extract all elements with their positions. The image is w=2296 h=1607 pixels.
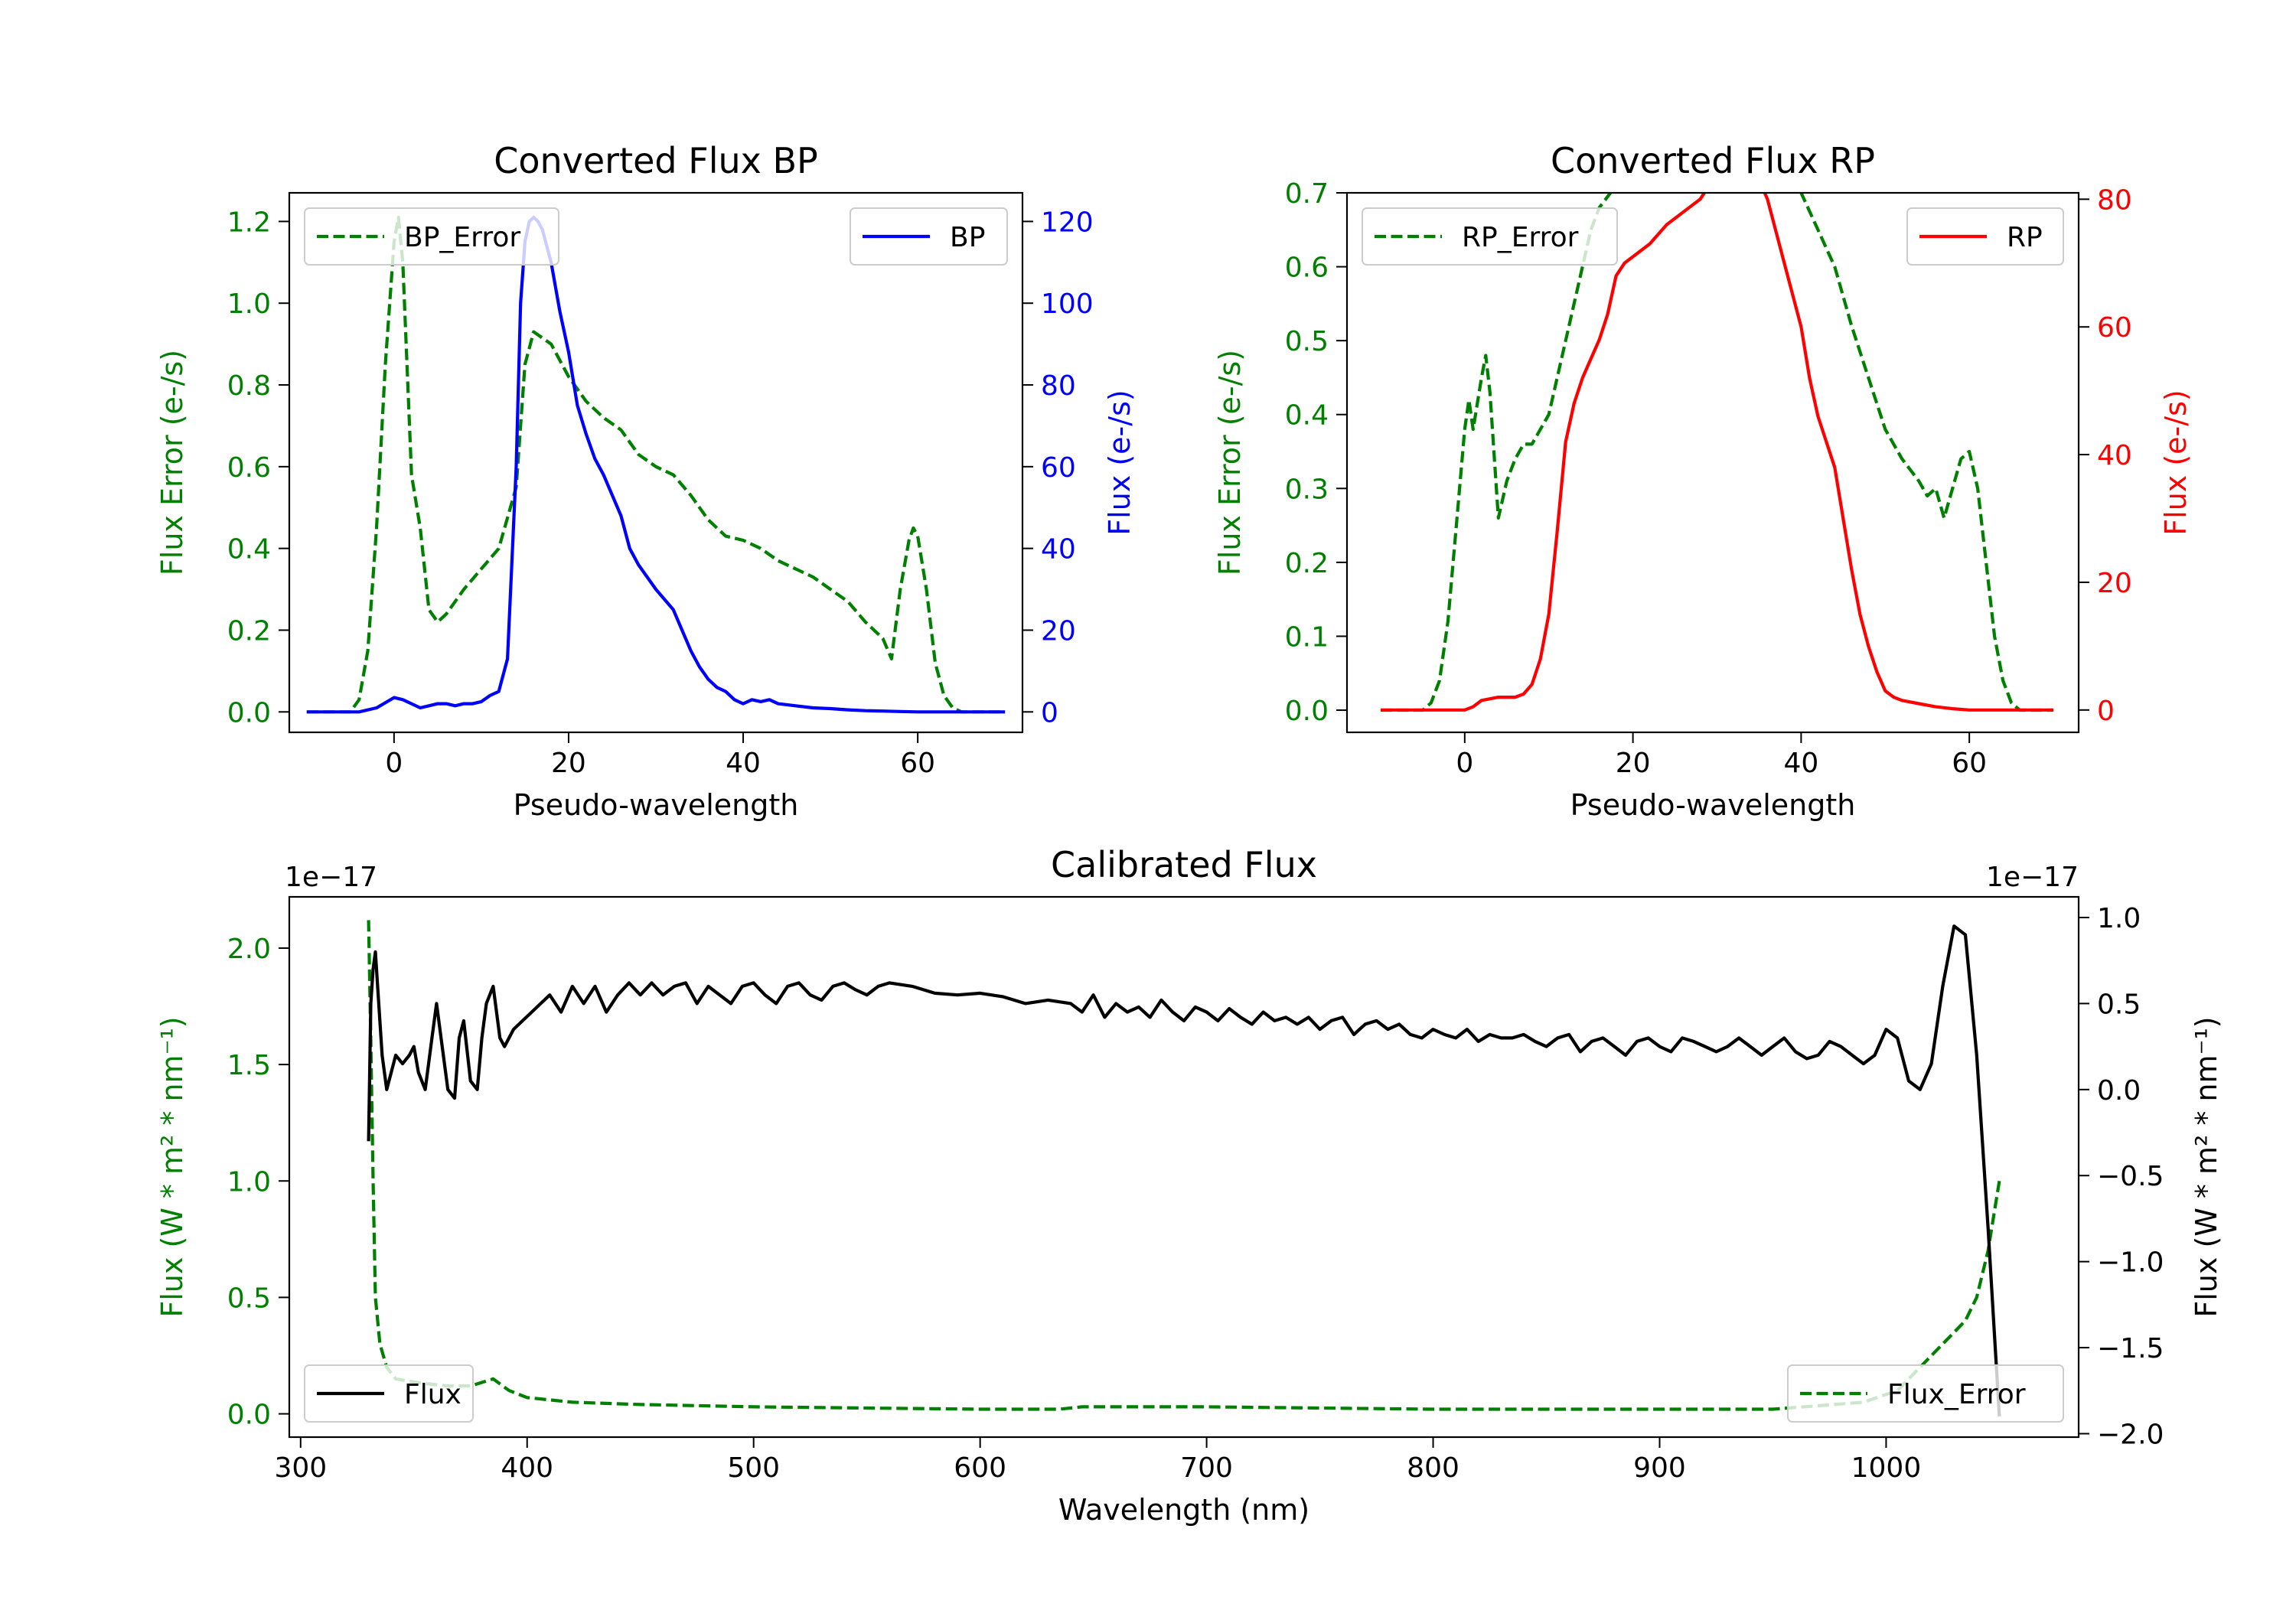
right-y-tick-label: 60 [2097,312,2132,344]
left-y-tick-label: 0.8 [227,370,271,402]
series-line-rp [1381,193,2053,712]
series-line-flux [367,924,2001,1417]
plot-frame [288,191,1024,734]
legend-flux-error: Flux_Error [1787,1364,2064,1423]
legend-bp-error: BP_Error [304,207,559,266]
right-y-tick-label: 120 [1041,207,1094,238]
left-y-tick-label: 0.6 [227,452,271,484]
right-y-tick-label: −1.0 [2097,1247,2164,1279]
x-tick-label: 20 [1616,748,1651,779]
x-tick-label: 400 [501,1452,553,1484]
legend-rp-error: RP_Error [1362,207,1618,266]
right-y-tick-label: 0 [1041,697,1058,729]
plot-title: Converted Flux RP [1551,140,1875,181]
legend-box [304,1364,474,1423]
left-y-tick-label: 0.0 [227,697,271,729]
left-y-tick-label: 0.3 [1285,474,1329,505]
x-tick-label: 1000 [1851,1452,1922,1484]
left-y-tick-label: 0.0 [1285,696,1329,727]
x-tick-label: 20 [551,748,586,779]
legend-label: Flux_Error [1887,1379,2026,1410]
left-y-tick-label: 0.4 [1285,400,1329,432]
x-tick-label: 60 [900,748,935,779]
legend-label: RP [2007,222,2043,253]
right-y-tick-label: 1.0 [2097,903,2141,934]
left-y-axis-label: Flux Error (e-/s) [1213,350,1247,575]
legend-label: BP_Error [404,222,520,253]
left-y-tick-label: 0.7 [1285,178,1329,210]
legend-box [304,207,559,266]
right-y-tick-label: 100 [1041,288,1094,320]
plot-title: Converted Flux BP [494,140,818,181]
legend-box [1362,207,1618,266]
rp-panel: 0 20 40 60 Pseudo-wavelength 0.0 0.1 0.2 0.3 0.4 0… [1213,140,2193,822]
left-offset-text: 1e−17 [285,862,377,893]
x-tick-label: 60 [1952,748,1987,779]
right-y-tick-label: 0.5 [2097,989,2141,1020]
left-y-tick-label: 0.4 [227,534,271,566]
right-y-tick-label: 80 [1041,370,1076,402]
series-line-bp-error [306,215,1006,714]
right-y-tick-label: −1.5 [2097,1333,2164,1364]
legend-box [1787,1364,2064,1423]
right-y-axis-label: Flux (e-/s) [1103,390,1137,535]
x-tick-label: 800 [1407,1452,1459,1484]
plot-frame [288,895,2080,1439]
left-y-tick-label: 0.6 [1285,253,1329,284]
legend-flux: Flux [304,1364,474,1423]
left-y-axis-label: Flux (W * m² * nm⁻¹) [155,1016,189,1317]
left-y-tick-label: 0.0 [227,1400,271,1431]
x-tick-label: 900 [1633,1452,1686,1484]
left-y-tick-label: 0.2 [1285,548,1329,579]
x-tick-label: 40 [1783,748,1818,779]
calibrated-panel: 300 400 500 600 700 800 900 1000 Wavelength (nm)… [155,844,2223,1527]
x-tick-label: 600 [954,1452,1006,1484]
x-tick-label: 0 [1456,748,1473,779]
right-offset-text: 1e−17 [1986,862,2079,893]
right-y-tick-label: 60 [1041,452,1076,484]
x-tick-label: 300 [274,1452,327,1484]
series-line-rp-error [1381,193,2053,712]
x-axis-label: Pseudo-wavelength [1570,788,1856,822]
plot-frame [1345,191,2080,734]
left-y-tick-label: 2.0 [227,934,271,965]
right-y-axis-label: Flux (W * m² * nm⁻¹) [2190,1016,2223,1317]
left-y-tick-label: 1.0 [227,288,271,320]
right-y-tick-label: 40 [2097,440,2132,471]
x-axis-label: Wavelength (nm) [1058,1493,1309,1527]
legend-label: Flux [404,1379,461,1410]
legend-rp: RP [1906,207,2064,266]
left-y-tick-label: 0.5 [227,1283,271,1314]
left-y-tick-label: 1.2 [227,207,271,238]
x-tick-label: 700 [1180,1452,1233,1484]
plot-title: Calibrated Flux [1051,844,1317,885]
right-y-tick-label: 80 [2097,184,2132,216]
legend-label: RP_Error [1462,222,1579,253]
left-y-tick-label: 0.1 [1285,621,1329,653]
right-y-tick-label: 40 [1041,534,1076,566]
x-tick-label: 500 [727,1452,780,1484]
x-axis-label: Pseudo-wavelength [514,788,799,822]
legend-label: BP [950,222,985,253]
right-y-tick-label: 0.0 [2097,1075,2141,1107]
right-y-tick-label: 20 [1041,615,1076,647]
x-tick-label: 0 [385,748,403,779]
right-y-tick-label: −2.0 [2097,1420,2164,1451]
left-y-tick-label: 1.5 [227,1050,271,1081]
right-y-tick-label: −0.5 [2097,1161,2164,1192]
left-y-axis-label: Flux Error (e-/s) [155,350,189,575]
right-y-axis-label: Flux (e-/s) [2159,390,2193,535]
left-y-tick-label: 0.5 [1285,326,1329,357]
x-tick-label: 40 [726,748,761,779]
bp-panel: 0 20 40 60 Pseudo-wavelength 0.0 0.2 0.4 0.6 0.8 1… [155,140,1137,822]
left-y-tick-label: 1.0 [227,1166,271,1198]
series-line-bp [306,215,1006,714]
right-y-tick-label: 20 [2097,568,2132,599]
series-line-flux-error [367,920,2001,1411]
left-y-tick-label: 0.2 [227,615,271,647]
right-y-tick-label: 0 [2097,696,2115,727]
legend-bp: BP [850,207,1008,266]
